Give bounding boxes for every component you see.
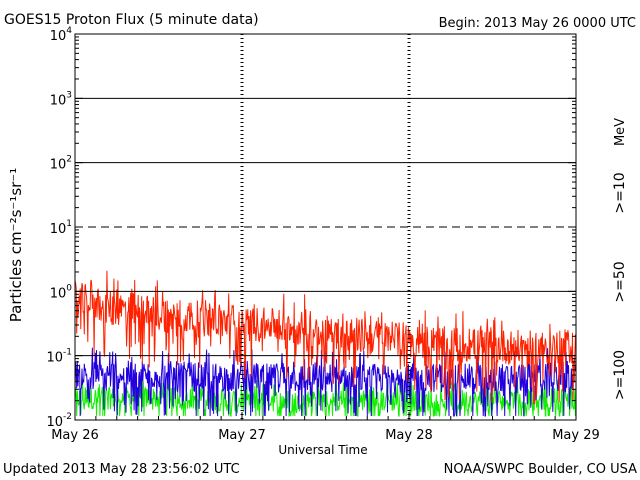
legend-ge50: >=50 [612,261,628,302]
y-tick-label: 10-2 [46,412,72,430]
y-tick-label: 100 [50,283,73,301]
x-tick-label: May 28 [385,428,433,443]
y-axis-label: Particles cm⁻²s⁻¹sr⁻¹ [7,168,25,322]
x-tick-label: May 29 [552,428,600,443]
unit-label: MeV [613,118,628,146]
series-line-ge10 [74,270,576,405]
begin-time: Begin: 2013 May 26 0000 UTC [439,16,636,31]
updated-timestamp: Updated 2013 May 28 23:56:02 UTC [3,462,240,477]
plot-area: 10-2 10-1 100 101 102 103 104 May 26 May 27 May 2… [46,26,599,443]
series-line-ge50 [74,347,576,417]
legend-ge10: >=10 [612,172,628,213]
y-tick-label: 10-1 [46,348,72,366]
x-axis-label: Universal Time [278,443,367,457]
source-credit: NOAA/SWPC Boulder, CO USA [444,462,637,477]
x-tick-label: May 27 [218,428,266,443]
y-tick-label: 104 [50,26,73,44]
x-tick-label: May 26 [51,428,99,443]
chart-title: GOES15 Proton Flux (5 minute data) [4,12,259,28]
y-tick-label: 102 [50,155,72,173]
y-tick-label: 103 [50,90,72,108]
y-tick-label: 101 [50,219,72,237]
legend-ge100: >=100 [612,350,628,400]
